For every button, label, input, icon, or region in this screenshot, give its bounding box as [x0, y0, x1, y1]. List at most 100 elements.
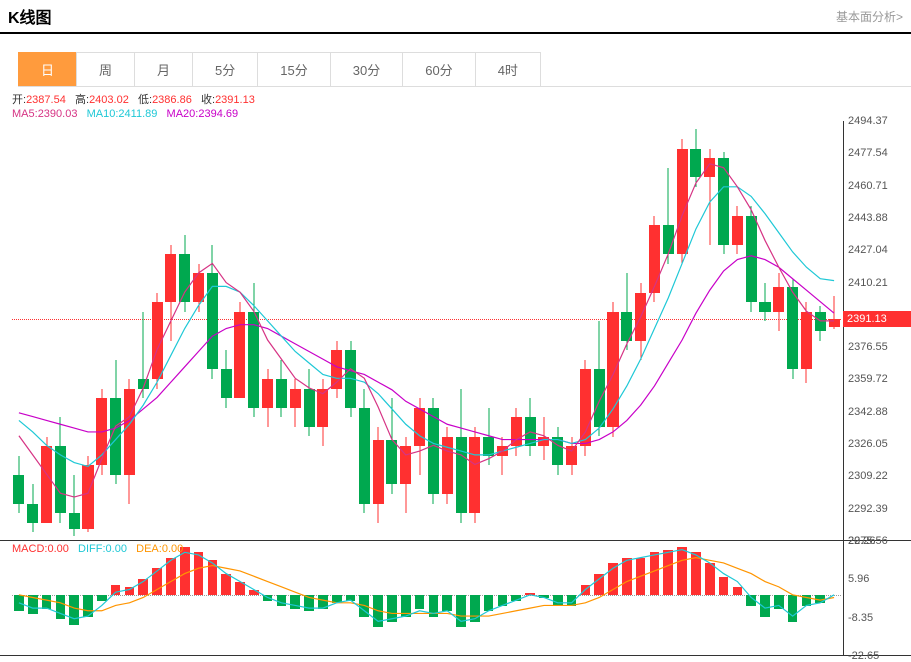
candle[interactable]	[634, 121, 648, 541]
candle[interactable]	[178, 121, 192, 541]
candle[interactable]	[164, 121, 178, 541]
tab-日[interactable]: 日	[18, 52, 77, 86]
macd-bar	[650, 552, 660, 595]
macd-bar	[760, 595, 770, 616]
candle[interactable]	[399, 121, 413, 541]
candle[interactable]	[123, 121, 137, 541]
macd-bar	[705, 563, 715, 595]
macd-bar	[152, 568, 162, 595]
candle[interactable]	[385, 121, 399, 541]
candle[interactable]	[427, 121, 441, 541]
macd-axis: 20.265.96-8.35-22.65	[843, 541, 911, 655]
candle[interactable]	[344, 121, 358, 541]
candle[interactable]	[496, 121, 510, 541]
candle[interactable]	[551, 121, 565, 541]
macd-tick: 20.26	[848, 535, 876, 547]
chart-title: K线图	[8, 4, 52, 28]
candle[interactable]	[440, 121, 454, 541]
candle[interactable]	[689, 121, 703, 541]
candle[interactable]	[371, 121, 385, 541]
macd-bar	[719, 577, 729, 596]
macd-bar	[636, 558, 646, 596]
candle[interactable]	[703, 121, 717, 541]
candle[interactable]	[675, 121, 689, 541]
candle[interactable]	[261, 121, 275, 541]
macd-bar	[525, 593, 535, 596]
tab-60分[interactable]: 60分	[402, 52, 475, 86]
fundamental-analysis-link[interactable]: 基本面分析>	[836, 8, 903, 25]
candle[interactable]	[454, 121, 468, 541]
price-tick: 2443.88	[848, 212, 888, 224]
candle[interactable]	[468, 121, 482, 541]
candle[interactable]	[565, 121, 579, 541]
macd-bar	[622, 558, 632, 596]
candle[interactable]	[81, 121, 95, 541]
candle[interactable]	[758, 121, 772, 541]
candle[interactable]	[717, 121, 731, 541]
candle[interactable]	[744, 121, 758, 541]
candle[interactable]	[247, 121, 261, 541]
macd-bar	[415, 595, 425, 608]
macd-chart[interactable]: MACD:0.00 DIFF:0.00 DEA:0.00 20.265.96-8…	[0, 541, 911, 656]
candle[interactable]	[661, 121, 675, 541]
price-tick: 2460.71	[848, 180, 888, 192]
tab-15分[interactable]: 15分	[257, 52, 330, 86]
candle[interactable]	[606, 121, 620, 541]
price-tick: 2494.37	[848, 115, 888, 127]
candle[interactable]	[578, 121, 592, 541]
candle[interactable]	[730, 121, 744, 541]
candle[interactable]	[219, 121, 233, 541]
candle[interactable]	[620, 121, 634, 541]
tab-月[interactable]: 月	[134, 52, 193, 86]
macd-bar	[125, 587, 135, 595]
tab-4时[interactable]: 4时	[475, 52, 541, 86]
macd-bar	[456, 595, 466, 627]
tab-周[interactable]: 周	[76, 52, 135, 86]
candle[interactable]	[827, 121, 841, 541]
macd-bar	[539, 595, 549, 598]
macd-bar	[346, 595, 356, 600]
candle[interactable]	[800, 121, 814, 541]
candle[interactable]	[813, 121, 827, 541]
candle[interactable]	[330, 121, 344, 541]
candle[interactable]	[316, 121, 330, 541]
candle[interactable]	[275, 121, 289, 541]
candle[interactable]	[537, 121, 551, 541]
candle[interactable]	[205, 121, 219, 541]
price-tick: 2292.39	[848, 503, 888, 515]
info-bar: 开:2387.54 高:2403.02 低:2386.86 收:2391.13 …	[0, 87, 911, 120]
candle[interactable]	[357, 121, 371, 541]
candle[interactable]	[12, 121, 26, 541]
candle[interactable]	[523, 121, 537, 541]
candle[interactable]	[192, 121, 206, 541]
candle[interactable]	[109, 121, 123, 541]
candle[interactable]	[482, 121, 496, 541]
candle[interactable]	[67, 121, 81, 541]
candle[interactable]	[592, 121, 606, 541]
candle[interactable]	[53, 121, 67, 541]
candlestick-chart[interactable]: 2494.372477.542460.712443.882427.042410.…	[0, 121, 911, 541]
candle[interactable]	[648, 121, 662, 541]
candle[interactable]	[233, 121, 247, 541]
macd-bar	[138, 579, 148, 595]
price-axis: 2494.372477.542460.712443.882427.042410.…	[843, 121, 911, 540]
tab-30分[interactable]: 30分	[330, 52, 403, 86]
macd-bar	[498, 595, 508, 606]
candle[interactable]	[95, 121, 109, 541]
macd-bar	[733, 587, 743, 595]
macd-bar	[442, 595, 452, 611]
candle[interactable]	[288, 121, 302, 541]
macd-bar	[373, 595, 383, 627]
candle[interactable]	[786, 121, 800, 541]
candle[interactable]	[26, 121, 40, 541]
macd-bar	[387, 595, 397, 622]
candle[interactable]	[772, 121, 786, 541]
candle[interactable]	[136, 121, 150, 541]
tab-5分[interactable]: 5分	[192, 52, 258, 86]
candle[interactable]	[40, 121, 54, 541]
candle[interactable]	[413, 121, 427, 541]
current-price-tag: 2391.13	[843, 311, 911, 327]
candle[interactable]	[509, 121, 523, 541]
candle[interactable]	[302, 121, 316, 541]
candle[interactable]	[150, 121, 164, 541]
